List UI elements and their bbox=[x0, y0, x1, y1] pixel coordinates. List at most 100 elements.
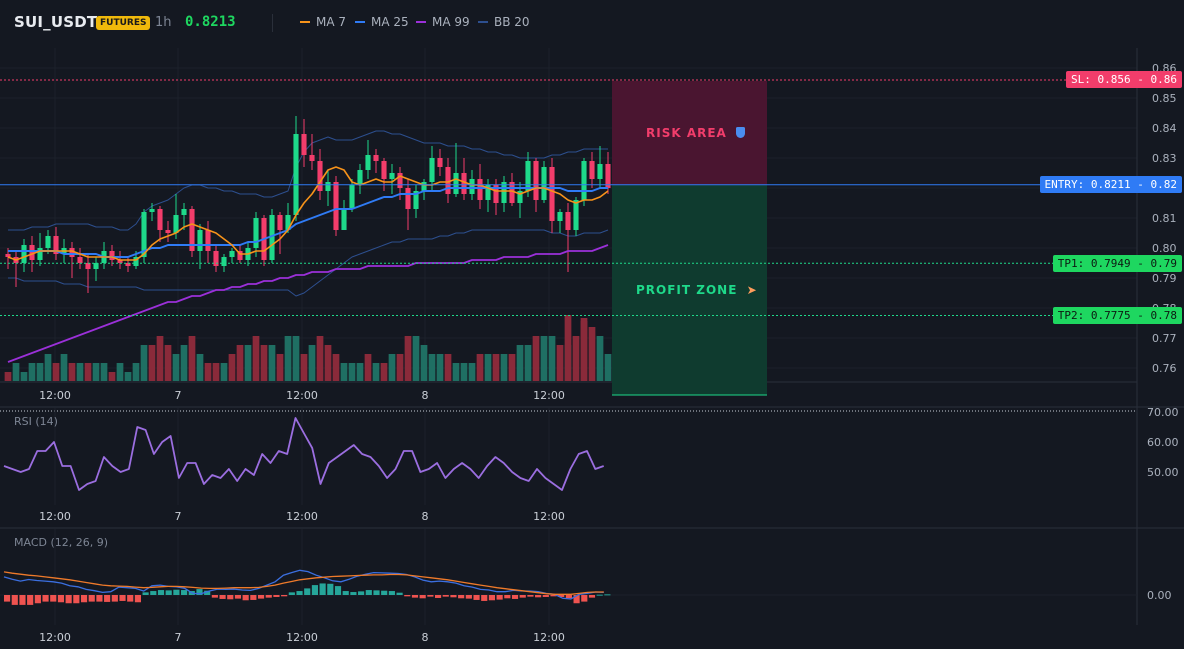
candle-body bbox=[501, 182, 507, 203]
macd-histogram-bar bbox=[88, 595, 95, 602]
futures-badge: FUTURES bbox=[96, 16, 151, 30]
candle-body bbox=[237, 251, 243, 260]
volume-bar bbox=[492, 354, 500, 381]
candle-body bbox=[517, 191, 523, 203]
price-tick-label: 0.80 bbox=[1152, 242, 1177, 255]
candle-body bbox=[5, 254, 11, 257]
header-divider bbox=[272, 14, 273, 32]
rsi-tick-label: 50.00 bbox=[1147, 466, 1179, 479]
candle-body bbox=[53, 236, 59, 254]
volume-bar bbox=[276, 354, 284, 381]
macd-histogram-bar bbox=[227, 595, 234, 600]
volume-bar bbox=[12, 363, 20, 381]
macd-histogram-bar bbox=[604, 594, 611, 596]
volume-bar bbox=[76, 363, 84, 381]
symbol-title[interactable]: SUI_USDT bbox=[14, 13, 98, 31]
candle-body bbox=[461, 173, 467, 194]
candle-body bbox=[269, 215, 275, 260]
macd-histogram-bar bbox=[342, 591, 349, 595]
macd-histogram-bar bbox=[404, 595, 411, 597]
macd-histogram-bar bbox=[327, 583, 334, 595]
candle-body bbox=[493, 185, 499, 203]
macd-histogram-bar bbox=[550, 595, 557, 597]
volume-bar bbox=[212, 363, 220, 381]
macd-histogram-bar bbox=[19, 595, 26, 605]
macd-histogram-bar bbox=[304, 588, 311, 595]
legend-ma7[interactable]: MA 7 bbox=[300, 15, 346, 29]
profit-zone-text: PROFIT ZONE bbox=[636, 283, 738, 297]
chart-header: SUI_USDT FUTURES 1h 0.8213 MA 7 MA 25 MA… bbox=[0, 0, 1184, 48]
macd-histogram-bar bbox=[588, 595, 596, 598]
candle-body bbox=[477, 179, 483, 200]
rsi-time-label: 12:00 bbox=[533, 510, 565, 523]
macd-histogram-bar bbox=[65, 595, 72, 604]
volume-bar bbox=[132, 363, 140, 381]
volume-bar bbox=[324, 345, 332, 381]
macd-histogram-bar bbox=[273, 595, 280, 597]
tp1-tag-tick: 0.79 bbox=[1150, 257, 1178, 270]
volume-bar bbox=[604, 354, 612, 381]
main-time-label: 12:00 bbox=[39, 389, 71, 402]
macd-histogram-bar bbox=[535, 595, 542, 598]
legend-ma99[interactable]: MA 99 bbox=[416, 15, 470, 29]
macd-histogram-bar bbox=[11, 595, 18, 605]
sl-tag: SL: 0.856 - 0.86 bbox=[1066, 71, 1182, 88]
candle-body bbox=[21, 245, 27, 263]
macd-histogram-bar bbox=[211, 595, 218, 598]
macd-histogram-bar bbox=[434, 595, 442, 598]
legend-bb20[interactable]: BB 20 bbox=[478, 15, 530, 29]
bb-upper-line bbox=[8, 130, 608, 231]
macd-histogram-bar bbox=[96, 595, 103, 602]
legend-ma25-swatch bbox=[355, 21, 365, 23]
volume-bar bbox=[428, 354, 436, 381]
volume-bar bbox=[188, 336, 196, 381]
macd-histogram-bar bbox=[311, 585, 319, 595]
macd-histogram-bar bbox=[196, 589, 203, 595]
macd-histogram-bar bbox=[319, 583, 326, 595]
risk-area-text: RISK AREA bbox=[646, 126, 727, 140]
candle-body bbox=[485, 185, 491, 200]
macd-histogram-bar bbox=[519, 595, 526, 598]
candle-body bbox=[325, 182, 331, 191]
macd-histogram-bar bbox=[173, 589, 180, 595]
volume-bar bbox=[580, 321, 588, 381]
candle-body bbox=[421, 182, 427, 191]
shield-icon bbox=[736, 127, 746, 138]
macd-histogram-bar bbox=[350, 592, 357, 595]
candle-body bbox=[405, 188, 411, 209]
candle-body bbox=[573, 200, 579, 230]
macd-histogram-bar bbox=[181, 590, 188, 595]
timeframe-selector[interactable]: 1h bbox=[155, 15, 172, 30]
volume-bar bbox=[508, 354, 516, 381]
macd-histogram-bar bbox=[334, 586, 342, 595]
macd-histogram-bar bbox=[296, 591, 303, 595]
volume-bar bbox=[412, 336, 420, 381]
macd-histogram-bar bbox=[504, 595, 511, 599]
volume-bar bbox=[444, 354, 452, 381]
rsi-line bbox=[3, 417, 605, 491]
volume-bar bbox=[252, 336, 260, 381]
main-time-label: 8 bbox=[422, 389, 429, 402]
main-time-label: 12:00 bbox=[286, 389, 318, 402]
candle-body bbox=[205, 230, 211, 251]
macd-histogram-bar bbox=[242, 595, 249, 601]
candle-body bbox=[333, 182, 339, 230]
volume-bar bbox=[148, 345, 156, 381]
macd-histogram-bar bbox=[388, 591, 395, 595]
price-tick-label: 0.83 bbox=[1152, 152, 1177, 165]
last-price: 0.8213 bbox=[185, 14, 236, 30]
volume-bar bbox=[452, 363, 460, 381]
tp2-tag-label: TP2: 0.7775 bbox=[1057, 309, 1131, 322]
legend-ma25[interactable]: MA 25 bbox=[355, 15, 409, 29]
bb-lower-line bbox=[8, 229, 609, 297]
candle-body bbox=[301, 134, 307, 155]
volume-bar bbox=[36, 363, 44, 381]
macd-histogram-bar bbox=[396, 592, 403, 595]
tp2-tag-tick: 0.78 bbox=[1150, 309, 1178, 322]
candle-body bbox=[469, 179, 475, 194]
candle-body bbox=[45, 236, 51, 248]
candle-body bbox=[117, 260, 123, 263]
volume-bar bbox=[44, 354, 52, 381]
macd-histogram-bar bbox=[281, 595, 288, 597]
